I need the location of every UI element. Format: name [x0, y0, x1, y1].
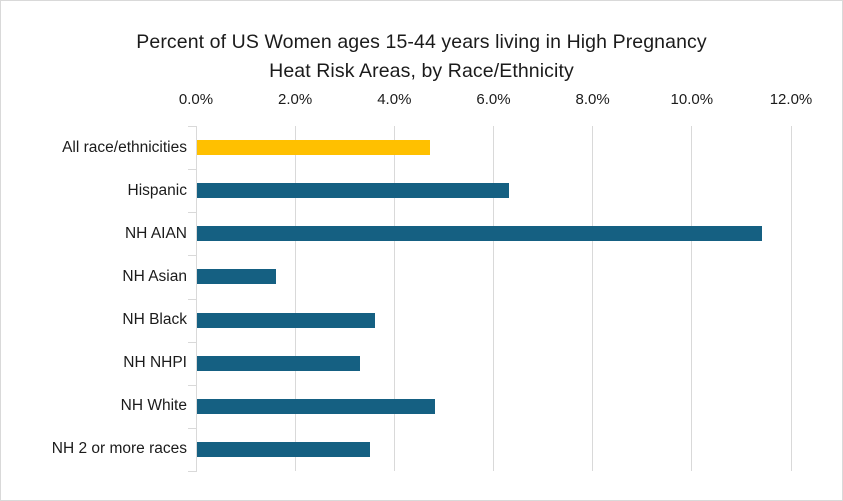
category-axis-tick: [188, 384, 197, 386]
gridline-vertical: [592, 126, 594, 471]
category-axis-tick: [188, 212, 197, 214]
gridline-vertical: [493, 126, 494, 471]
category-axis-tick: [188, 126, 197, 127]
category-label: NH NHPI: [123, 354, 187, 372]
category-label: NH AIAN: [124, 224, 187, 242]
gridline-vertical: [691, 126, 693, 471]
chart-title: Percent of US Women ages 15-44 years liv…: [1, 28, 842, 86]
bar-nh-2-or-more-races: [196, 441, 371, 457]
gridline-vertical: [790, 126, 792, 471]
bar-all-race-ethnicities: [196, 140, 430, 156]
bar-hispanic: [196, 183, 509, 199]
x-axis-tick-label: 0.0%: [178, 91, 214, 108]
category-label: NH White: [120, 397, 187, 415]
category-axis-tick: [188, 255, 197, 257]
x-axis-tick-label: 12.0%: [769, 91, 813, 108]
bar-nh-aian: [196, 226, 762, 242]
category-axis-tick: [188, 471, 197, 472]
category-axis-tick: [188, 341, 197, 343]
category-axis-tick: [188, 298, 197, 300]
category-label: Hispanic: [127, 181, 187, 199]
bar-nh-nhpi: [196, 355, 361, 371]
x-axis-tick-label: 4.0%: [377, 91, 412, 108]
x-axis-tick-label: 6.0%: [476, 91, 511, 108]
x-axis-tick-label: 8.0%: [575, 91, 610, 108]
bar-nh-black: [196, 312, 375, 328]
category-label: NH Black: [122, 311, 187, 329]
bar-nh-asian: [196, 269, 276, 285]
category-label: All race/ethnicities: [62, 138, 187, 156]
gridline-vertical: [393, 126, 395, 471]
chart-title-line-1: Percent of US Women ages 15-44 years liv…: [136, 31, 707, 53]
gridline-vertical: [294, 126, 296, 471]
category-axis-tick: [188, 427, 197, 429]
category-label: NH 2 or more races: [51, 440, 187, 458]
x-axis-tick-label: 10.0%: [670, 91, 714, 108]
x-axis-tick-label: 2.0%: [278, 91, 313, 108]
bar-nh-white: [196, 398, 435, 414]
category-label: NH Asian: [122, 267, 187, 285]
category-axis-tick: [188, 169, 197, 171]
chart-title-line-2: Heat Risk Areas, by Race/Ethnicity: [269, 60, 574, 82]
